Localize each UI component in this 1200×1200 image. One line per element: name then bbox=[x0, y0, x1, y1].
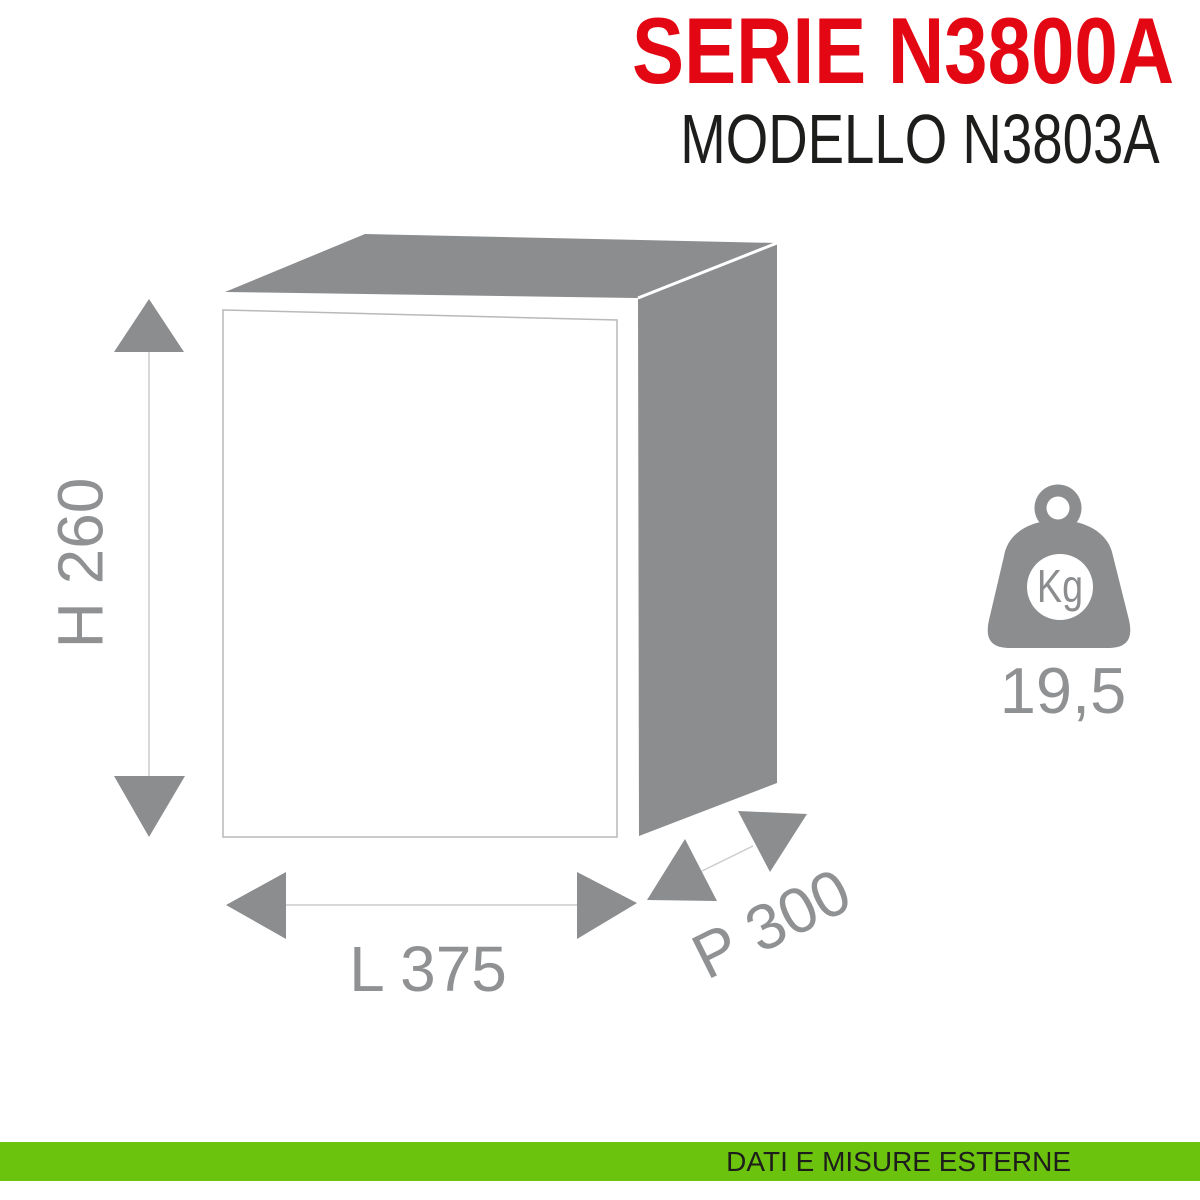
arrow-down-icon bbox=[114, 776, 185, 837]
width-dimension: L 375 bbox=[226, 872, 637, 1005]
page-title: SERIE N3800A bbox=[631, 0, 1174, 103]
box-side-face bbox=[638, 243, 777, 836]
arrow-right-icon bbox=[577, 872, 637, 939]
width-dimension-label: L 375 bbox=[349, 933, 507, 1005]
weight-value: 19,5 bbox=[1000, 654, 1127, 727]
height-dimension-label: H 260 bbox=[44, 478, 116, 649]
weight-info: Kg 19,5 bbox=[987, 484, 1131, 727]
model-subtitle: MODELLO N3803A bbox=[680, 100, 1160, 178]
weight-icon-ring-hole bbox=[1046, 496, 1070, 520]
depth-arrow-up-icon bbox=[647, 839, 717, 901]
box-edge-highlight bbox=[637, 241, 778, 300]
height-dimension: H 260 bbox=[44, 299, 185, 837]
box-top-face bbox=[225, 234, 777, 298]
depth-dimension: P 300 bbox=[647, 811, 862, 993]
weight-icon-badge bbox=[1027, 554, 1093, 620]
box-front-door bbox=[222, 309, 618, 838]
depth-dimension-line bbox=[701, 845, 754, 872]
footer-label: DATI E MISURE ESTERNE bbox=[726, 1146, 1071, 1177]
cabinet-box bbox=[222, 234, 778, 838]
weight-kg-icon: Kg bbox=[987, 484, 1131, 648]
footer-bar: DATI E MISURE ESTERNE bbox=[0, 1142, 1200, 1181]
arrow-up-icon bbox=[114, 299, 184, 352]
weight-unit-label: Kg bbox=[1037, 560, 1083, 611]
depth-dimension-label: P 300 bbox=[681, 854, 862, 993]
arrow-left-icon bbox=[226, 872, 286, 939]
depth-arrow-down-icon bbox=[738, 811, 807, 872]
